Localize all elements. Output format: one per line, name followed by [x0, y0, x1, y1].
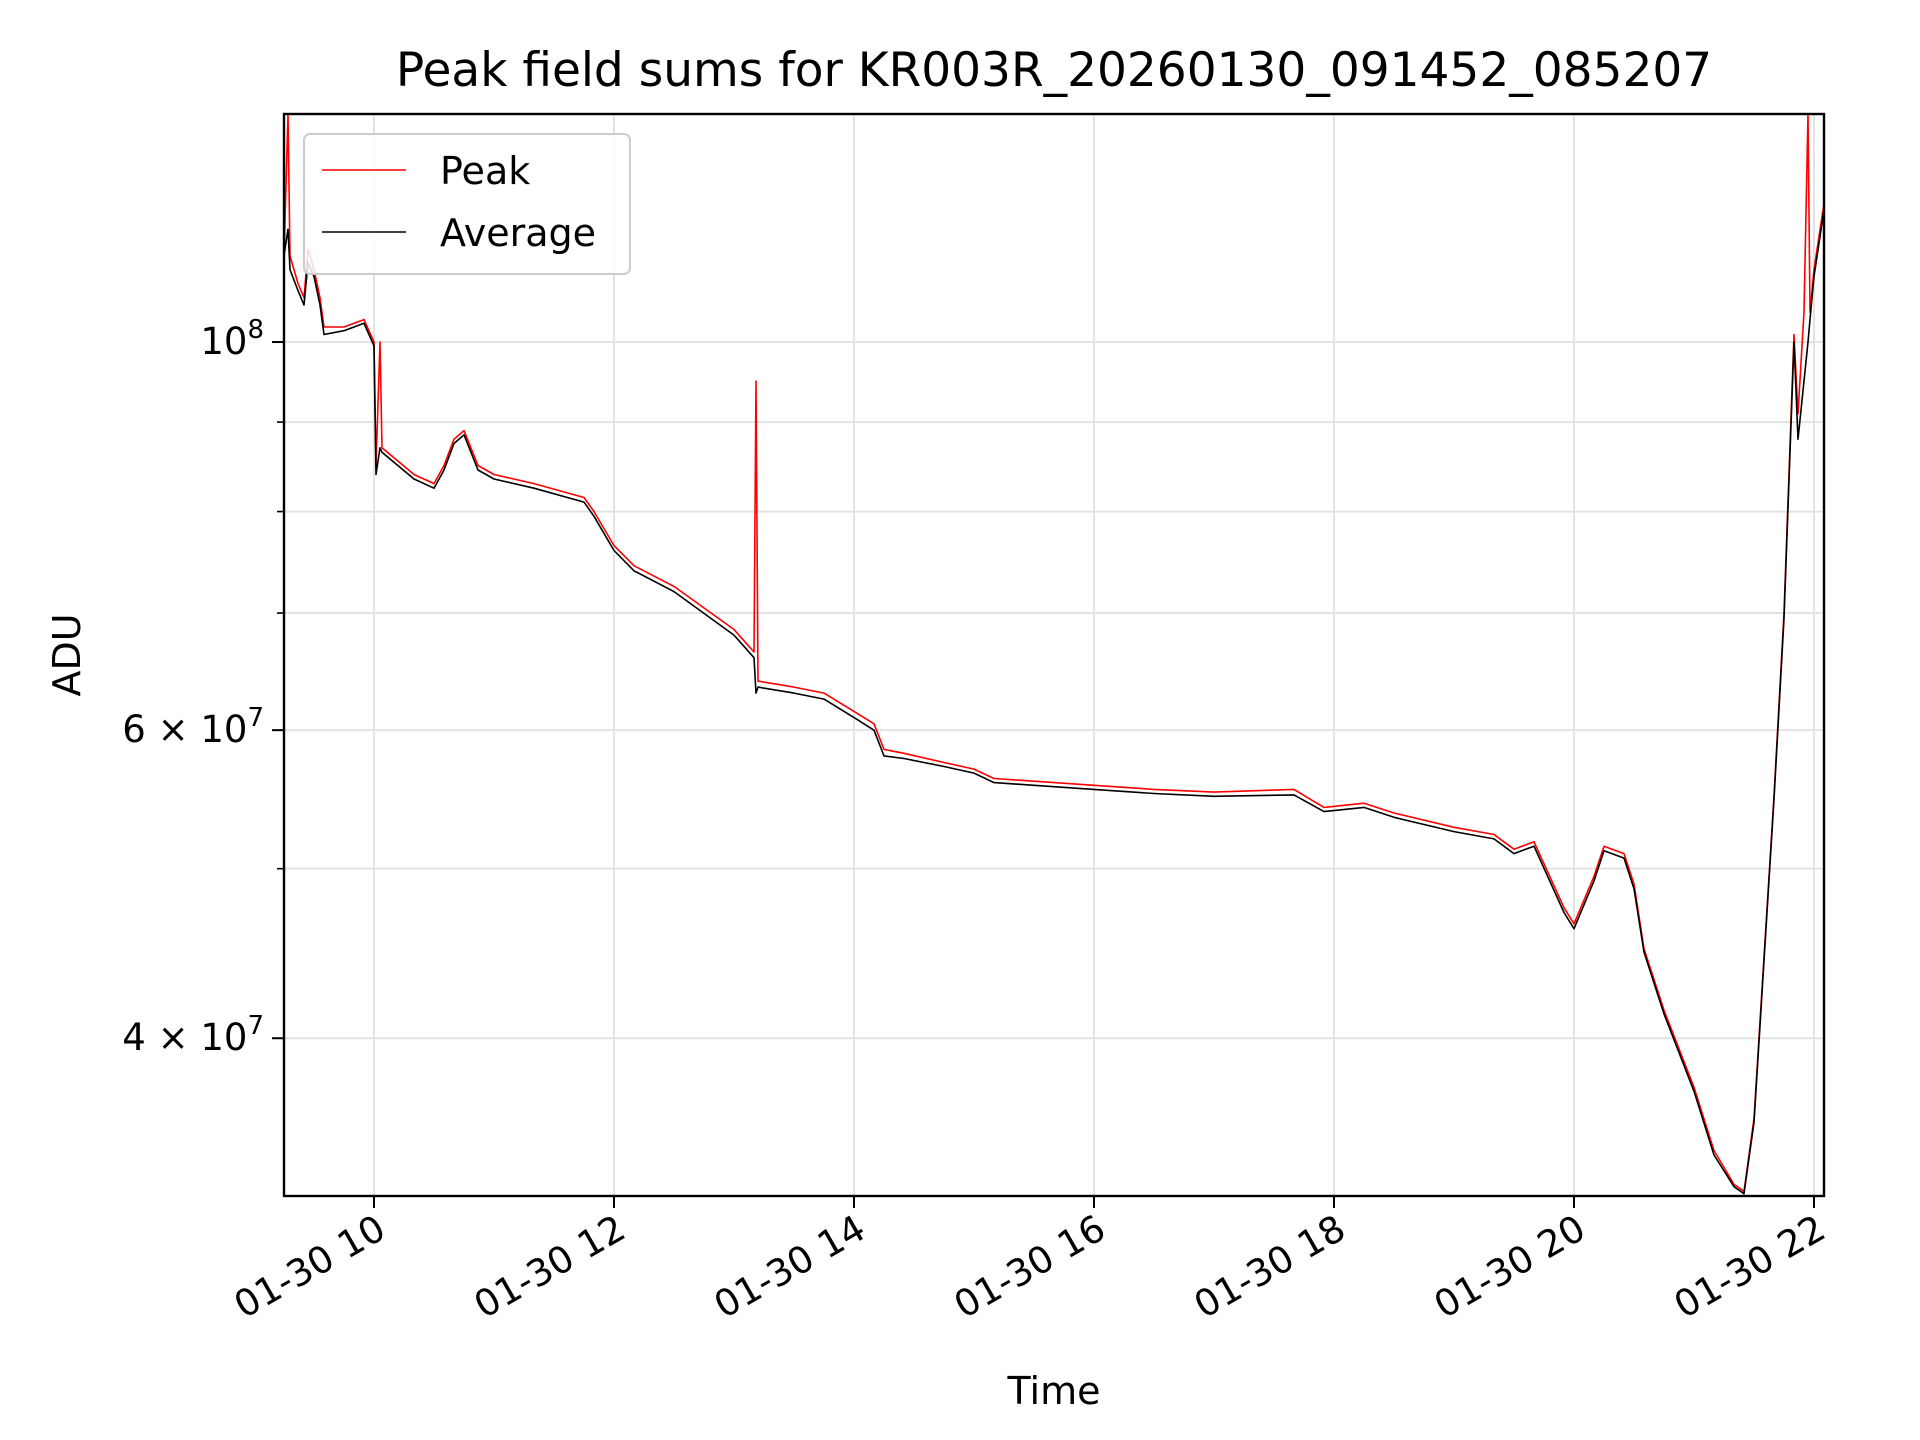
legend-box [303, 133, 631, 275]
series-layer [283, 113, 1825, 1195]
chart-title: Peak field sums for KR003R_20260130_0914… [396, 43, 1712, 98]
plot-area-frame [282, 112, 1826, 1198]
y-axis-label: ADU [45, 613, 89, 696]
y-tick-label: 108 [200, 315, 264, 363]
legend-label-average: Average [440, 211, 596, 255]
legend: Peak Average [303, 133, 631, 275]
y-tick-label: 4 × 107 [122, 1011, 264, 1059]
series-line-average [283, 209, 1825, 1195]
y-tick-label: 6 × 107 [122, 703, 264, 751]
legend-label-peak: Peak [440, 149, 530, 193]
x-axis-label: Time [1007, 1369, 1101, 1413]
series-line-peak [283, 113, 1825, 1193]
grid-layer [284, 114, 1824, 1196]
